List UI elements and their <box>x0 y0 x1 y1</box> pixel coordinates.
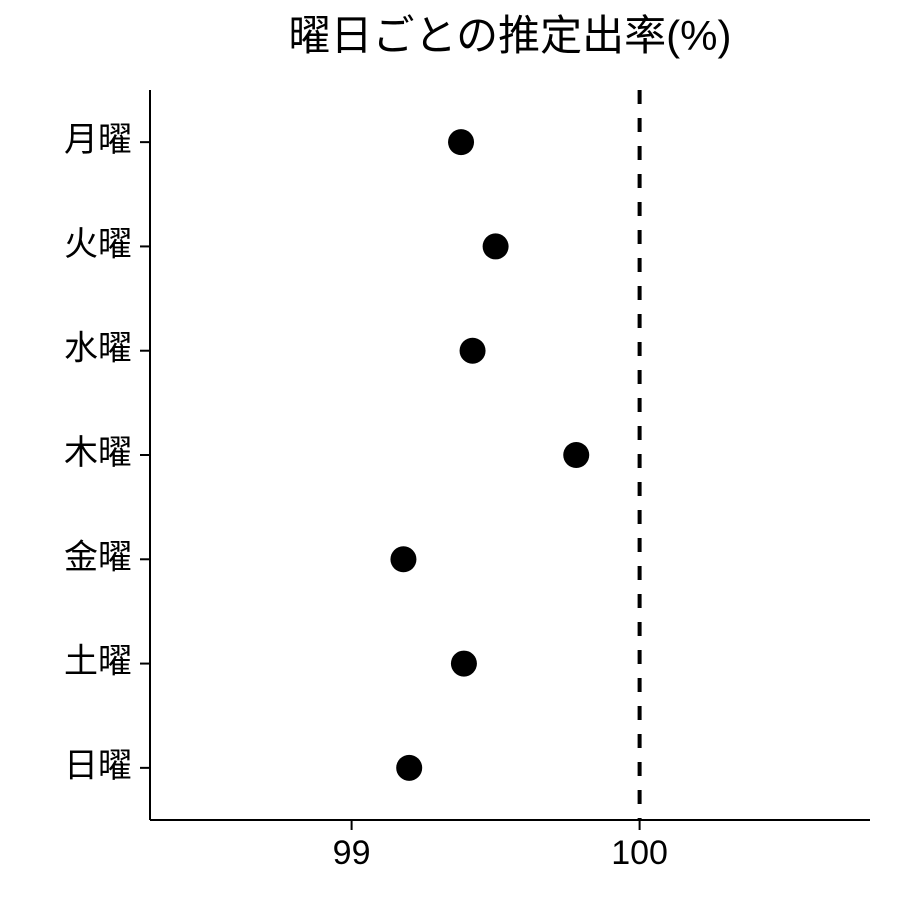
data-point <box>390 546 416 572</box>
y-tick-label: 月曜 <box>64 121 132 159</box>
data-point <box>451 651 477 677</box>
dot-chart: 曜日ごとの推定出率(%) 月曜火曜水曜木曜金曜土曜日曜 99 100 <box>0 0 900 900</box>
data-point <box>448 129 474 155</box>
chart-container: 曜日ごとの推定出率(%) 月曜火曜水曜木曜金曜土曜日曜 99 100 <box>0 0 900 900</box>
data-point <box>396 755 422 781</box>
data-point <box>460 338 486 364</box>
data-point <box>563 442 589 468</box>
y-tick-label: 木曜 <box>64 434 132 472</box>
y-tick-label: 火曜 <box>64 225 132 263</box>
y-tick-label: 土曜 <box>64 643 132 681</box>
y-tick-label: 水曜 <box>64 330 132 368</box>
x-tick-label: 99 <box>333 834 371 872</box>
chart-title: 曜日ごとの推定出率(%) <box>289 12 732 59</box>
x-tick-label: 100 <box>611 834 668 872</box>
data-point <box>483 233 509 259</box>
y-tick-label: 金曜 <box>64 538 132 576</box>
y-tick-label: 日曜 <box>64 747 132 785</box>
